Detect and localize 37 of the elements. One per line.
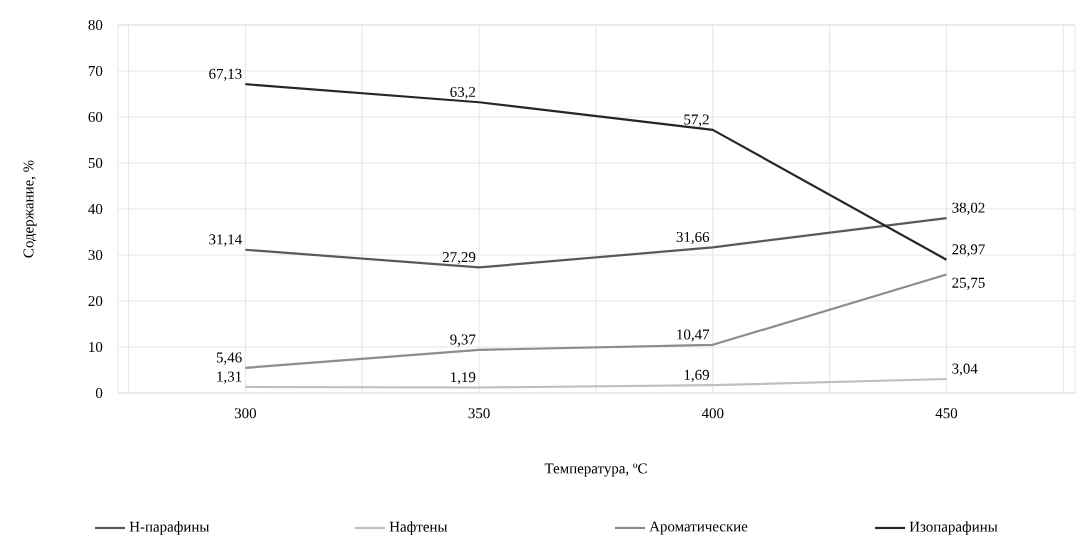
y-tick-label: 40 bbox=[88, 203, 103, 215]
y-axis-title: Содержание, % bbox=[23, 160, 37, 258]
y-tick-label: 30 bbox=[88, 249, 103, 261]
legend-label: Ароматические bbox=[649, 521, 748, 535]
legend-label: Н-парафины bbox=[129, 521, 210, 535]
x-tick-label: 450 bbox=[935, 408, 958, 419]
x-tick-label: 300 bbox=[234, 408, 257, 419]
x-axis-title: Температура, ºС bbox=[544, 463, 647, 477]
data-label: 28,97 bbox=[952, 244, 985, 257]
data-label: 10,47 bbox=[677, 329, 710, 342]
y-tick-label: 60 bbox=[88, 111, 103, 123]
data-label: 1,69 bbox=[684, 369, 709, 383]
y-tick-label: 50 bbox=[88, 157, 103, 169]
data-label: 38,02 bbox=[952, 202, 985, 215]
data-label: 31,14 bbox=[209, 234, 242, 247]
legend-label: Нафтены bbox=[389, 521, 448, 535]
data-label: 63,2 bbox=[450, 86, 476, 100]
data-label: 1,19 bbox=[451, 372, 476, 385]
line-series bbox=[244, 217, 948, 269]
data-label: 1,31 bbox=[217, 371, 242, 384]
y-tick-label: 80 bbox=[88, 19, 103, 31]
data-label: 57,2 bbox=[684, 114, 709, 127]
data-label: 31,66 bbox=[676, 231, 710, 245]
data-label: 3,04 bbox=[952, 363, 978, 376]
data-label: 5,46 bbox=[216, 352, 242, 365]
y-tick-label: 10 bbox=[89, 341, 103, 353]
data-label: 9,37 bbox=[450, 334, 476, 347]
y-tick-label: 20 bbox=[88, 295, 103, 307]
data-label: 25,75 bbox=[952, 277, 985, 290]
data-label: 27,29 bbox=[442, 252, 476, 265]
x-tick-label: 400 bbox=[701, 408, 724, 419]
data-label: 67,13 bbox=[209, 68, 242, 81]
x-tick-label: 350 bbox=[468, 408, 490, 419]
y-tick-label: 0 bbox=[95, 387, 103, 399]
line-series bbox=[244, 273, 948, 369]
y-tick-label: 70 bbox=[88, 65, 103, 77]
legend-label: Изопарафины bbox=[909, 521, 998, 535]
